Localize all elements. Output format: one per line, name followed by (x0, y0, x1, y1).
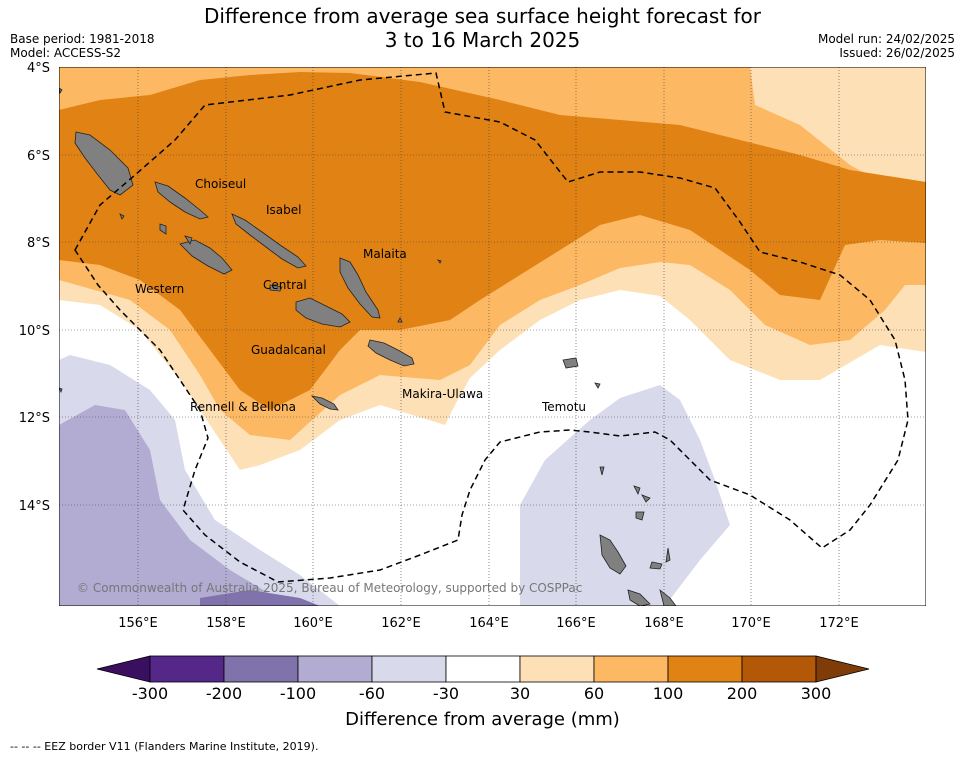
anomaly-zone-neg30-east (520, 385, 730, 606)
colorbar-extend-low (96, 655, 151, 683)
island-new-georgia (179, 239, 233, 275)
lon-label: 164°E (469, 616, 509, 631)
colorbar-segment (371, 655, 447, 683)
lon-labels: 156°E 158°E 160°E 162°E 164°E 166°E 168°… (118, 616, 859, 631)
island-espiritu-santo (599, 534, 627, 575)
colorbar-tick: -200 (205, 684, 243, 703)
colorbar-segment (297, 655, 373, 683)
colorbar-segment (593, 655, 669, 683)
place-label-rennell-bellona: Rennell & Bellona (190, 400, 296, 414)
colorbar-extend-high (815, 655, 870, 683)
lon-label: 156°E (118, 616, 158, 631)
eez-border (74, 72, 909, 583)
island-vanikoro (594, 382, 601, 389)
lon-label: 162°E (381, 616, 421, 631)
lon-label: 160°E (293, 616, 333, 631)
island-small-7 (59, 387, 63, 394)
lat-label: 12°S (19, 411, 50, 426)
colorbar-segment (223, 655, 299, 683)
lon-label: 168°E (644, 616, 684, 631)
island-choiseul (154, 181, 209, 220)
lon-label: 170°E (731, 616, 771, 631)
island-banks (633, 485, 651, 521)
island-small-5 (437, 259, 442, 264)
island-malekula (627, 589, 651, 606)
island-makira (367, 339, 415, 367)
meta-right: Model run: 24/02/2025 Issued: 26/02/2025 (818, 32, 955, 60)
chart-title: Difference from average sea surface heig… (0, 4, 965, 52)
lat-label: 6°S (27, 149, 50, 164)
meta-left: Base period: 1981-2018 Model: ACCESS-S2 (10, 32, 155, 60)
map-plot-area (59, 67, 926, 606)
island-small-4 (397, 317, 403, 323)
colorbar-tick: -60 (358, 684, 386, 703)
place-labels: Choiseul Isabel Malaita Western Central … (135, 177, 586, 414)
anomaly-zone-neg60 (59, 405, 300, 606)
place-label-choiseul: Choiseul (195, 177, 246, 191)
lon-label: 172°E (819, 616, 859, 631)
lat-label: 4°S (27, 61, 50, 76)
place-label-malaita: Malaita (363, 247, 407, 261)
colorbar-tick: -30 (432, 684, 460, 703)
base-period: Base period: 1981-2018 (10, 32, 155, 46)
place-label-temotu: Temotu (541, 400, 586, 414)
colorbar-segment (519, 655, 595, 683)
model-name: Model: ACCESS-S2 (10, 46, 122, 60)
lat-label: 10°S (19, 324, 50, 339)
colorbar-segment (445, 655, 521, 683)
lat-labels: 4°S 6°S 8°S 10°S 12°S 14°S (19, 61, 50, 514)
island-central (269, 284, 283, 292)
anomaly-zone-100 (59, 72, 926, 410)
colorbar-tick: -300 (131, 684, 169, 703)
island-small-3 (119, 213, 125, 220)
model-run: Model run: 24/02/2025 (817, 32, 955, 46)
island-santa-cruz (562, 357, 579, 369)
copyright-text: © Commonwealth of Australia 2025, Bureau… (77, 581, 582, 595)
island-isabel (231, 213, 307, 269)
colorbar-segment (667, 655, 743, 683)
colorbar-tick: 200 (726, 684, 758, 703)
colorbar-title: Difference from average (mm) (345, 709, 620, 730)
island-small-8 (599, 466, 605, 476)
island-vanuatu-east (649, 547, 677, 606)
place-label-makira-ulawa: Makira-Ulawa (402, 387, 483, 401)
place-label-central: Central (263, 278, 307, 292)
colorbar-tick: -100 (279, 684, 317, 703)
colorbar-tick: 30 (509, 684, 531, 703)
island-small-1 (159, 223, 167, 235)
island-small-2 (184, 235, 193, 245)
lon-label: 166°E (556, 616, 596, 631)
island-bougainville (74, 131, 134, 196)
anomaly-zone-neg100 (200, 590, 320, 606)
place-label-guadalcanal: Guadalcanal (251, 343, 326, 357)
colorbar-tick: 300 (800, 684, 832, 703)
place-label-western: Western (135, 282, 184, 296)
grid-lines (59, 67, 926, 606)
title-line-1: Difference from average sea surface heig… (203, 4, 762, 28)
island-guadalcanal (295, 297, 351, 328)
island-malaita (339, 257, 381, 319)
colorbar-tick: 60 (583, 684, 605, 703)
colorbar (96, 655, 870, 683)
island-rennell (310, 395, 339, 411)
colorbar-segment (741, 655, 817, 683)
colorbar-segment (149, 655, 225, 683)
islands (59, 87, 677, 606)
title-line-2: 3 to 16 March 2025 (384, 28, 581, 52)
place-label-isabel: Isabel (266, 203, 301, 217)
lon-label: 158°E (206, 616, 246, 631)
eez-legend-note: -- -- -- EEZ border V11 (Flanders Marine… (10, 740, 319, 753)
colorbar-tick: 100 (652, 684, 684, 703)
issued-date: Issued: 26/02/2025 (839, 46, 955, 60)
lat-label: 8°S (27, 236, 50, 251)
lat-label: 14°S (19, 499, 50, 514)
